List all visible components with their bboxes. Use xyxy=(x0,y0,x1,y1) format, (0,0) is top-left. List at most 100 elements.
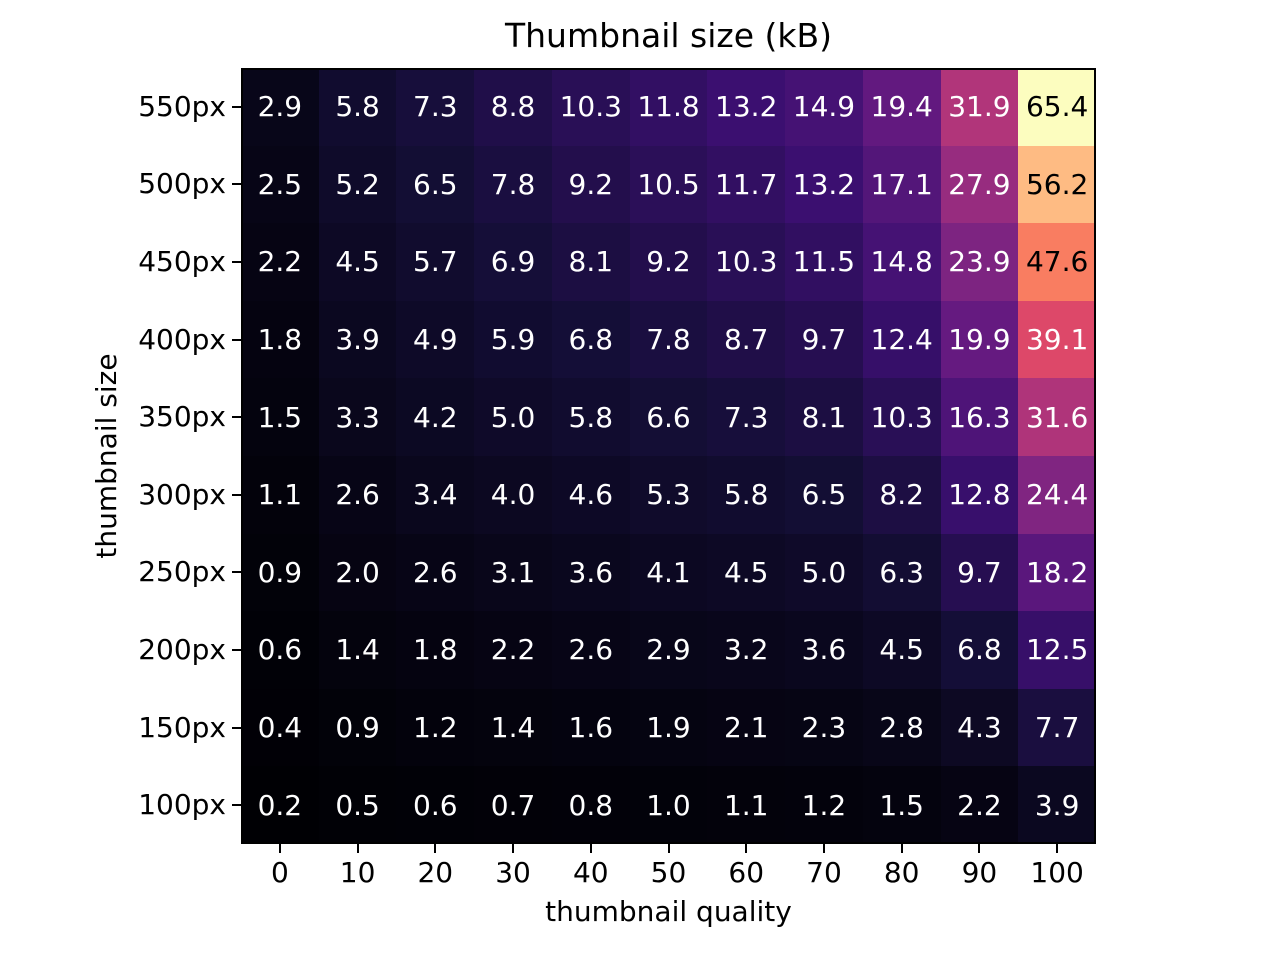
heatmap-cell: 24.4 xyxy=(1018,455,1096,534)
heatmap-cell: 0.4 xyxy=(241,688,319,767)
heatmap-cell: 3.9 xyxy=(318,300,397,379)
x-tick-label: 40 xyxy=(572,856,609,889)
heatmap-cell: 5.8 xyxy=(318,68,397,146)
y-tick-mark xyxy=(232,416,241,419)
heatmap-cell: 17.1 xyxy=(862,145,941,224)
heatmap-cell: 8.1 xyxy=(551,223,630,301)
heatmap-cell: 1.5 xyxy=(241,378,319,456)
heatmap-cell: 13.2 xyxy=(785,145,863,224)
heatmap-cell: 5.0 xyxy=(785,533,863,612)
heatmap-cell: 5.7 xyxy=(396,223,475,301)
x-axis-label: thumbnail quality xyxy=(545,895,792,928)
heatmap-cell: 2.2 xyxy=(241,223,319,301)
y-tick-label: 250px xyxy=(138,555,226,589)
heatmap-cell: 1.4 xyxy=(474,688,552,767)
x-tick-label: 80 xyxy=(883,856,920,889)
heatmap-cell: 5.9 xyxy=(474,300,552,379)
heatmap-cell: 5.8 xyxy=(707,455,786,534)
x-tick-mark xyxy=(745,844,748,853)
heatmap-cell: 10.3 xyxy=(707,223,786,301)
heatmap-cell: 47.6 xyxy=(1018,223,1096,301)
heatmap-cell: 0.2 xyxy=(241,766,319,844)
heatmap-cell: 6.3 xyxy=(862,533,941,612)
heatmap-cell: 4.3 xyxy=(940,688,1019,767)
x-tick-mark xyxy=(900,844,903,853)
heatmap-cell: 9.2 xyxy=(551,145,630,224)
heatmap-cell: 3.9 xyxy=(1018,766,1096,844)
x-tick-label: 70 xyxy=(806,856,842,889)
x-tick-label: 60 xyxy=(728,856,765,889)
x-tick-mark xyxy=(978,844,981,853)
heatmap-cell: 4.2 xyxy=(396,378,475,456)
y-tick-label: 300px xyxy=(138,477,226,511)
heatmap-cell: 1.2 xyxy=(785,766,863,844)
heatmap-cell: 4.5 xyxy=(862,611,941,689)
x-tick-label: 30 xyxy=(495,856,531,889)
heatmap-cell: 2.6 xyxy=(551,611,630,689)
x-tick-label: 10 xyxy=(339,856,376,889)
heatmap-cell: 13.2 xyxy=(707,68,786,146)
y-axis-label: thumbnail size xyxy=(90,353,123,559)
heatmap-cell: 7.8 xyxy=(629,300,708,379)
heatmap-cell: 1.0 xyxy=(629,766,708,844)
heatmap-cell: 6.9 xyxy=(474,223,552,301)
heatmap-cell: 4.5 xyxy=(318,223,397,301)
y-tick-label: 350px xyxy=(138,400,226,434)
heatmap-cell: 11.7 xyxy=(707,145,786,224)
heatmap-cell: 3.3 xyxy=(318,378,397,456)
heatmap-cell: 8.8 xyxy=(474,68,552,146)
heatmap-cell: 8.2 xyxy=(862,455,941,534)
heatmap-cell: 3.4 xyxy=(396,455,475,534)
heatmap-cell: 10.5 xyxy=(629,145,708,224)
y-tick-mark xyxy=(232,726,241,729)
heatmap-cell: 6.8 xyxy=(551,300,630,379)
y-tick-label: 100px xyxy=(138,788,226,822)
x-tick-label: 90 xyxy=(961,856,998,889)
heatmap-cell: 1.5 xyxy=(862,766,941,844)
heatmap-cell: 9.7 xyxy=(940,533,1019,612)
heatmap-cell: 2.8 xyxy=(862,688,941,767)
heatmap-cell: 39.1 xyxy=(1018,300,1096,379)
y-tick-mark xyxy=(232,649,241,651)
y-tick-label: 150px xyxy=(138,710,226,744)
heatmap-cell: 2.9 xyxy=(241,68,319,146)
x-tick-label: 20 xyxy=(417,856,454,889)
x-tick-mark xyxy=(434,844,437,853)
plot-area: 2.9 5.8 7.3 8.8 10.3 11.8 13.2 14.9 19.4 31.9 65.4… xyxy=(138,68,1096,888)
heatmap-cell: 4.1 xyxy=(629,533,708,612)
heatmap-cell: 4.9 xyxy=(396,300,475,379)
heatmap-cell: 9.7 xyxy=(785,300,863,379)
y-tick-mark xyxy=(232,804,241,807)
heatmap-cell: 3.1 xyxy=(474,533,552,612)
heatmap-cell: 5.0 xyxy=(474,378,552,456)
y-tick-mark xyxy=(232,493,241,496)
heatmap-cell: 1.9 xyxy=(629,688,708,767)
heatmap-cell: 65.4 xyxy=(1018,68,1096,146)
y-tick-mark xyxy=(232,261,241,263)
heatmap-cell: 6.8 xyxy=(940,611,1019,689)
heatmap-cell: 1.8 xyxy=(241,300,319,379)
heatmap-cell: 2.2 xyxy=(940,766,1019,844)
y-tick-mark xyxy=(232,105,241,108)
y-tick-label: 400px xyxy=(138,322,226,356)
heatmap-cell: 5.8 xyxy=(551,378,630,456)
heatmap-cell: 3.2 xyxy=(707,611,786,689)
heatmap-cell: 0.6 xyxy=(241,611,319,689)
heatmap-cell: 14.9 xyxy=(785,68,863,146)
y-tick-label: 550px xyxy=(138,89,226,123)
y-tick-mark xyxy=(232,571,241,574)
heatmap-cell: 56.2 xyxy=(1018,145,1096,224)
heatmap-grid: 2.9 5.8 7.3 8.8 10.3 11.8 13.2 14.9 19.4 31.9 65.4… xyxy=(241,68,1096,844)
heatmap-cell: 19.9 xyxy=(940,300,1019,379)
heatmap-cell: 7.3 xyxy=(396,68,475,146)
heatmap-cell: 4.6 xyxy=(551,455,630,534)
heatmap-cell: 27.9 xyxy=(940,145,1019,224)
heatmap-cell: 12.8 xyxy=(940,455,1019,534)
heatmap-cell: 6.6 xyxy=(629,378,708,456)
x-tick-mark xyxy=(356,844,359,853)
heatmap-cell: 0.7 xyxy=(474,766,552,844)
heatmap-cell: 6.5 xyxy=(785,455,863,534)
heatmap-cell: 31.9 xyxy=(940,68,1019,146)
heatmap-cell: 5.2 xyxy=(318,145,397,224)
heatmap-cell: 2.1 xyxy=(707,688,786,767)
